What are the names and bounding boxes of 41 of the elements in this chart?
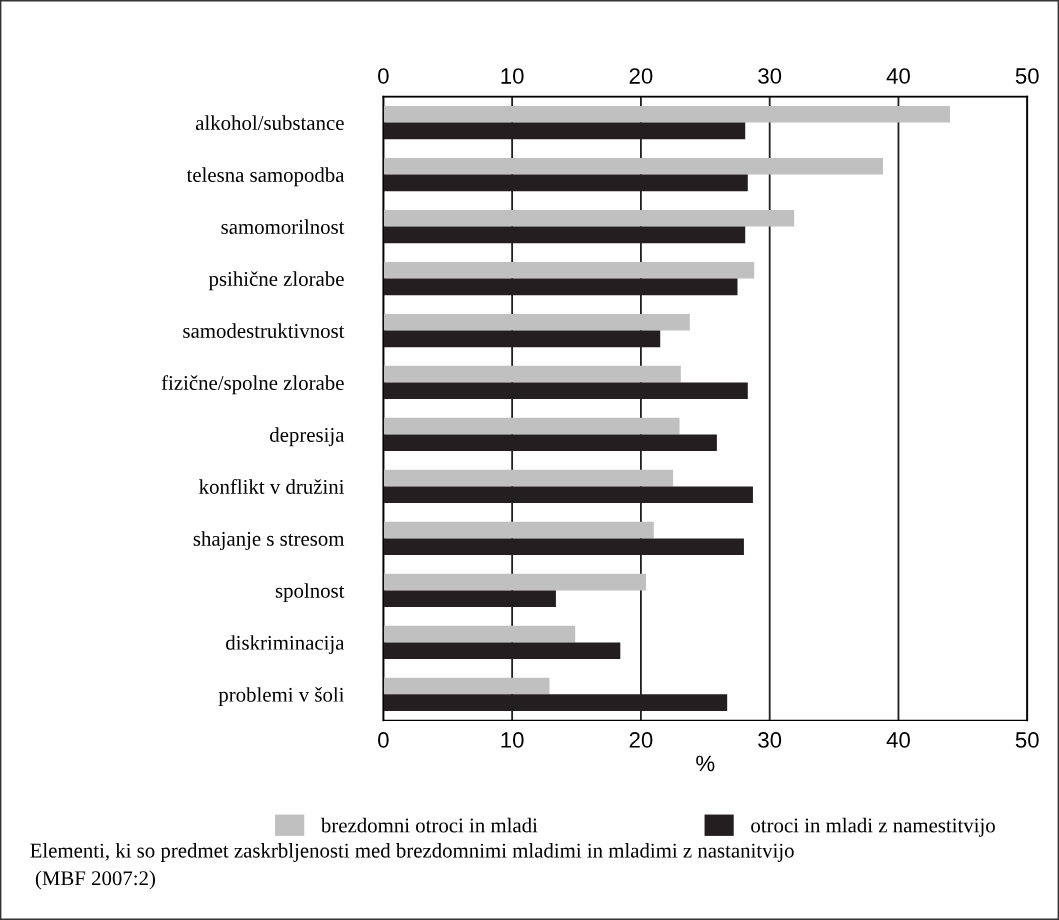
bar <box>383 625 576 643</box>
text: Elementi, ki so predmet zaskrbljenosti med brezdomnimi mladimi in mladimi z nastanitvijo <box>30 842 794 862</box>
x2-tick-label: 50 <box>1015 68 1039 84</box>
y-tick-label: psihične zlorabe <box>208 271 344 291</box>
x2-tick-label: 40 <box>886 68 910 84</box>
bar <box>383 469 674 487</box>
bar <box>383 261 755 279</box>
y-tick-label: samodestruktivnost <box>183 323 345 338</box>
y-tick-label: fizične/spolne zlorabe <box>161 375 344 395</box>
bar <box>383 417 680 435</box>
x2-tick-label: 10 <box>501 68 524 84</box>
bar <box>383 573 647 591</box>
x-tick-label: 50 <box>1015 732 1039 748</box>
x-tick-label: 0 <box>378 732 389 748</box>
y-tick-label: samomorilnost <box>221 219 345 234</box>
bar <box>383 521 654 539</box>
text: (MBF 2007:2) <box>35 870 155 890</box>
y-tick-label: problemi v šoli <box>218 687 345 707</box>
legend-label: brezdomni otroci in mladi <box>320 817 538 833</box>
bar <box>383 157 883 175</box>
x2-tick-label: 20 <box>629 68 653 84</box>
y-tick-label: depresija <box>270 427 345 447</box>
y-tick-label: alkohol/substance <box>195 115 344 131</box>
bar <box>383 105 950 123</box>
y-tick-label: shajanje s stresom <box>193 531 345 551</box>
bar <box>383 677 550 695</box>
x-tick-label: 10 <box>501 732 524 748</box>
x2-tick-label: 0 <box>378 68 389 84</box>
x-axis-title: % <box>696 755 715 772</box>
y-tick-label: diskriminacija <box>226 635 345 655</box>
x-tick-label: 30 <box>758 732 782 748</box>
y-tick-label: spolnost <box>275 583 345 603</box>
y-tick-label: konflikt v družini <box>199 479 345 494</box>
x-tick-label: 20 <box>629 732 653 748</box>
bar <box>383 313 690 331</box>
x-tick-label: 40 <box>886 732 910 748</box>
bar <box>383 365 681 383</box>
y-tick-label: telesna samopodba <box>186 167 345 187</box>
bar <box>383 209 795 227</box>
legend-label: otroci in mladi z namestitvijo <box>751 817 995 837</box>
x2-tick-label: 30 <box>758 68 782 84</box>
